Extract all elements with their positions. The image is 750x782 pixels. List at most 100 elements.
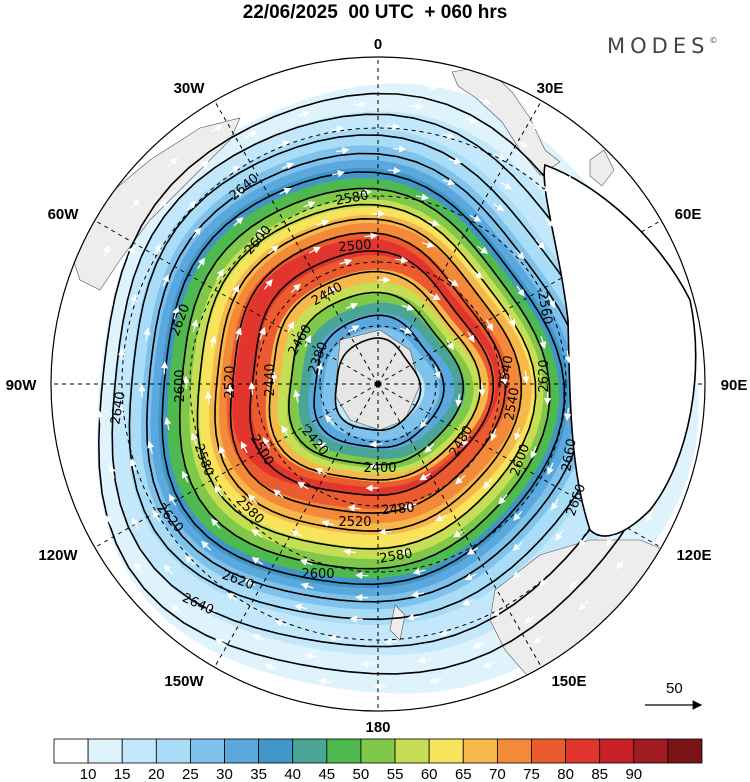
wind-vector <box>245 131 257 138</box>
colorbar-tick-label: 75 <box>523 766 540 782</box>
wind-vector <box>248 381 256 395</box>
wind-vector <box>609 270 616 283</box>
contour-label: 2480 <box>381 501 415 519</box>
meridian-label: 150W <box>164 673 204 690</box>
contour-label: 2640 <box>108 390 129 425</box>
meridian-label: 180 <box>365 719 390 736</box>
wind-vector <box>274 620 288 627</box>
wind-vector <box>73 407 82 421</box>
wind-vector <box>491 608 504 616</box>
wind-vector <box>258 326 266 340</box>
colorbar-box <box>326 738 362 764</box>
wind-vector <box>442 178 456 186</box>
colorbar-tick-label: 35 <box>250 766 267 782</box>
colorbar-box <box>53 738 89 764</box>
wind-vector <box>545 217 555 228</box>
contour-line <box>128 134 609 621</box>
colorbar-tick-label: 40 <box>284 766 301 782</box>
meridian-label: 90W <box>6 377 38 394</box>
wind-vector <box>529 122 541 130</box>
wind-vector <box>201 540 211 551</box>
wind-vector <box>143 327 151 341</box>
wind-vector <box>512 569 524 579</box>
wind-vector <box>209 335 217 349</box>
wind-vector <box>439 629 453 637</box>
wind-vector <box>281 425 289 437</box>
wind-vector <box>543 391 552 406</box>
wind-vector <box>399 548 413 556</box>
colorbar-box <box>667 738 703 764</box>
colorbar-tick-label: 80 <box>557 766 574 782</box>
colorbar-box <box>496 738 532 764</box>
wind-vector <box>500 373 508 387</box>
colorbar-tick-label: 20 <box>148 766 165 782</box>
wind-vector <box>664 292 672 306</box>
contour-label: 2400 <box>363 461 396 476</box>
wind-vector <box>579 223 589 235</box>
wind-vector <box>129 458 137 472</box>
colorbar-tick-label: 60 <box>421 766 438 782</box>
contour-label: 2600 <box>301 567 334 582</box>
wind-vector <box>251 529 263 538</box>
wind-vector <box>539 336 547 350</box>
wind-vector <box>331 170 345 178</box>
wind-vector <box>472 269 483 279</box>
wind-vector <box>131 198 140 210</box>
colorbar-box <box>190 738 225 764</box>
wind-vector <box>172 306 180 320</box>
wind-vector <box>273 489 284 499</box>
wind-vector <box>162 274 169 287</box>
wind-vector <box>608 487 616 500</box>
wind-vector <box>455 393 463 408</box>
wind-vector <box>216 268 224 281</box>
wind-vector <box>325 287 337 295</box>
wind-vector <box>485 319 494 332</box>
wind-vector <box>324 415 335 426</box>
wind-vector <box>358 188 372 196</box>
wind-vectors <box>73 78 683 690</box>
wind-vector <box>478 97 492 105</box>
wind-vector <box>164 417 172 431</box>
wind-vector <box>564 350 572 364</box>
wind-vector <box>447 278 459 287</box>
wind-vector <box>232 189 244 199</box>
wind-vector <box>569 579 579 589</box>
wind-vector <box>427 219 440 227</box>
colorbar-box <box>292 738 328 764</box>
wind-vector <box>483 478 493 489</box>
wind-vector <box>73 351 81 365</box>
contour-line <box>214 217 523 532</box>
wind-vector <box>300 582 314 590</box>
wind-vector <box>251 557 264 565</box>
wind-vector <box>204 603 216 613</box>
wind-vector <box>331 125 345 133</box>
wind-vector <box>465 116 478 124</box>
wind-vector <box>466 547 479 555</box>
wind-vector <box>378 528 392 536</box>
wind-vector <box>240 441 248 454</box>
wind-vector <box>587 393 596 407</box>
wind-vector <box>287 321 295 333</box>
wind-vector <box>313 84 327 92</box>
wind-vector <box>555 529 564 541</box>
madagascar-land <box>589 149 615 187</box>
wind-vector <box>424 82 438 91</box>
wind-vector <box>369 462 383 470</box>
wind-vector <box>219 446 226 459</box>
wind-vector <box>587 481 594 494</box>
colorbar-box <box>462 738 498 764</box>
wind-vector <box>277 140 290 148</box>
wind-vector <box>424 443 435 453</box>
meridian-label: 30E <box>537 80 564 97</box>
contour-line <box>334 337 422 432</box>
wind-vector <box>452 529 465 538</box>
map-title: 22/06/2025 00 UTC + 060 hrs <box>242 2 508 23</box>
wind-vector <box>215 638 227 646</box>
wind-vector <box>387 166 401 175</box>
wind-vector <box>243 578 256 587</box>
wind-vector <box>464 573 477 581</box>
wind-vector <box>514 427 521 441</box>
contour-label: 2580 <box>334 188 369 209</box>
wind-vector <box>513 510 523 522</box>
colorbar-box <box>565 738 601 764</box>
